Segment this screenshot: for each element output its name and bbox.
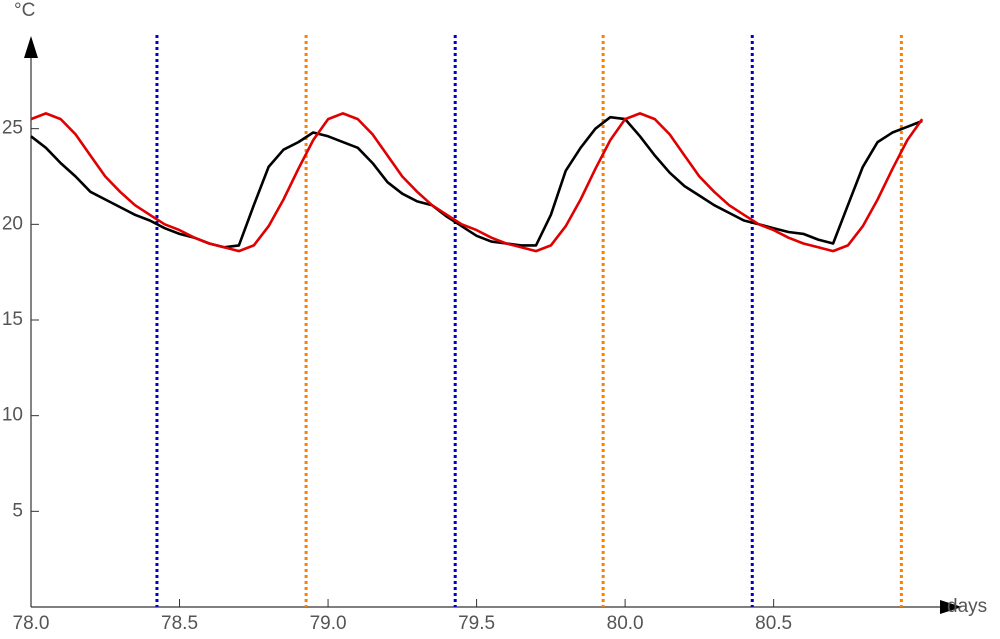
y-tick-label: 5: [12, 500, 23, 521]
x-tick-label: 79.5: [458, 613, 495, 634]
y-tick-label: 15: [2, 309, 23, 330]
y-axis-arrow: [24, 36, 38, 58]
y-tick-label: 25: [2, 118, 23, 139]
x-tick-label: 80.0: [607, 613, 644, 634]
y-tick-label: 10: [2, 405, 23, 426]
x-axis-arrow: [940, 600, 962, 614]
x-axis-label: days: [947, 596, 987, 617]
x-tick-label: 79.0: [310, 613, 347, 634]
x-tick-label: 78.5: [161, 613, 198, 634]
series-line: [30, 115, 923, 249]
x-tick-label: 78.0: [13, 613, 50, 634]
y-tick-label: 20: [2, 213, 23, 234]
series-line: [30, 112, 924, 253]
y-axis-label: °C: [14, 0, 35, 21]
x-tick-label: 80.5: [755, 613, 792, 634]
